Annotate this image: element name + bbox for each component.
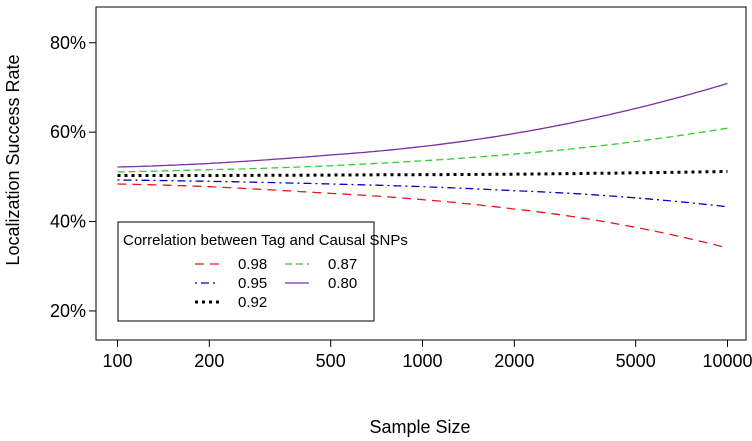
y-tick-label: 20% <box>50 301 86 321</box>
x-tick-label: 200 <box>194 351 224 371</box>
x-tick-label: 10000 <box>702 351 752 371</box>
legend-label-0.80: 0.80 <box>328 275 357 292</box>
legend-box <box>117 221 375 322</box>
x-tick-label: 2000 <box>494 351 534 371</box>
x-axis: 100 200 500 1000 2000 5000 10000 <box>103 339 752 371</box>
legend-title: Correlation between Tag and Causal SNPs <box>123 232 408 249</box>
x-axis-title: Sample Size <box>369 417 470 437</box>
legend-label-0.95: 0.95 <box>238 275 267 292</box>
y-tick-label: 40% <box>50 212 86 232</box>
x-tick-label: 5000 <box>616 351 656 371</box>
x-tick-label: 500 <box>316 351 346 371</box>
legend-items: 0.98 0.95 0.92 0.87 0.80 <box>195 256 357 311</box>
y-axis-title: Localization Success Rate <box>3 54 23 265</box>
x-tick-label: 100 <box>103 351 133 371</box>
legend: Correlation between Tag and Causal SNPs … <box>117 221 408 322</box>
y-tick-label: 60% <box>50 122 86 142</box>
x-tick-label: 1000 <box>402 351 442 371</box>
y-tick-label: 80% <box>50 33 86 53</box>
series-line-0.98 <box>117 183 728 249</box>
series-line-0.80 <box>117 82 728 168</box>
y-axis: 20% 40% 60% 80% <box>50 33 97 321</box>
series-line-0.95 <box>117 179 728 208</box>
legend-label-0.87: 0.87 <box>328 256 357 273</box>
series-layer <box>117 82 728 249</box>
series-line-0.87 <box>117 127 728 173</box>
legend-label-0.98: 0.98 <box>238 256 267 273</box>
legend-label-0.92: 0.92 <box>238 294 267 311</box>
